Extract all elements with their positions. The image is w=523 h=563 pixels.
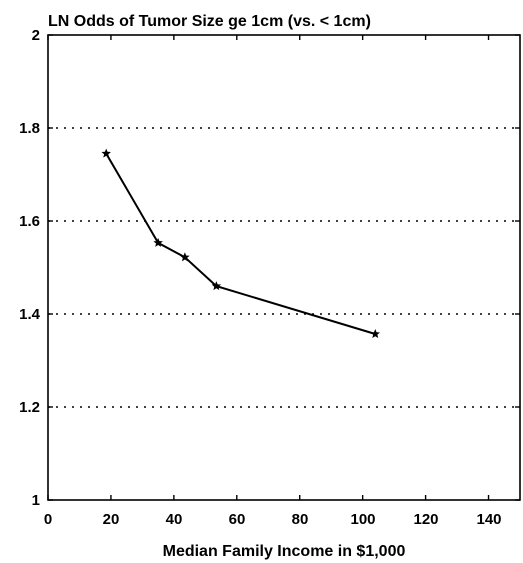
y-axis: 1 1.2 1.4 1.6 1.8 2 — [19, 27, 41, 509]
plot-frame — [47, 34, 521, 501]
y-tick-label: 1.6 — [19, 213, 40, 230]
y-tick-label: 1.2 — [19, 399, 40, 416]
chart-title: LN Odds of Tumor Size ge 1cm (vs. < 1cm) — [48, 13, 371, 30]
data-point-star — [153, 237, 163, 247]
x-tick-label: 60 — [229, 511, 246, 528]
x-axis: 0 20 40 60 80 100 120 140 — [44, 511, 502, 528]
series-line — [105, 153, 376, 335]
data-point-star — [180, 252, 190, 262]
x-tick-label: 0 — [44, 511, 52, 528]
data-point-star — [370, 329, 381, 339]
y-tick-label: 2 — [32, 27, 40, 44]
y-tick-label: 1.8 — [19, 120, 40, 137]
x-axis-label: Median Family Income in $1,000 — [163, 543, 406, 560]
y-tick-label: 1.4 — [19, 306, 41, 323]
data-point-star — [211, 281, 222, 291]
x-tick-label: 40 — [166, 511, 183, 528]
y-tick-label: 1 — [32, 492, 40, 509]
x-tick-label: 140 — [476, 511, 501, 528]
x-tick-label: 120 — [413, 511, 438, 528]
series-markers — [101, 148, 381, 339]
data-point-star — [101, 148, 111, 158]
tick-marks — [47, 34, 520, 501]
gridlines — [48, 127, 520, 408]
x-tick-label: 80 — [292, 511, 309, 528]
x-tick-label: 20 — [103, 511, 120, 528]
x-tick-label: 100 — [350, 511, 375, 528]
